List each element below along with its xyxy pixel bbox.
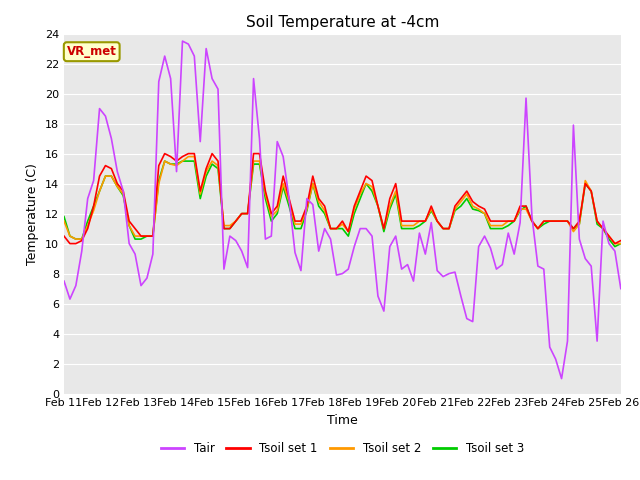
Y-axis label: Temperature (C): Temperature (C)	[26, 163, 39, 264]
X-axis label: Time: Time	[327, 414, 358, 427]
Legend: Tair, Tsoil set 1, Tsoil set 2, Tsoil set 3: Tair, Tsoil set 1, Tsoil set 2, Tsoil se…	[156, 437, 529, 460]
Title: Soil Temperature at -4cm: Soil Temperature at -4cm	[246, 15, 439, 30]
Text: VR_met: VR_met	[67, 45, 116, 58]
